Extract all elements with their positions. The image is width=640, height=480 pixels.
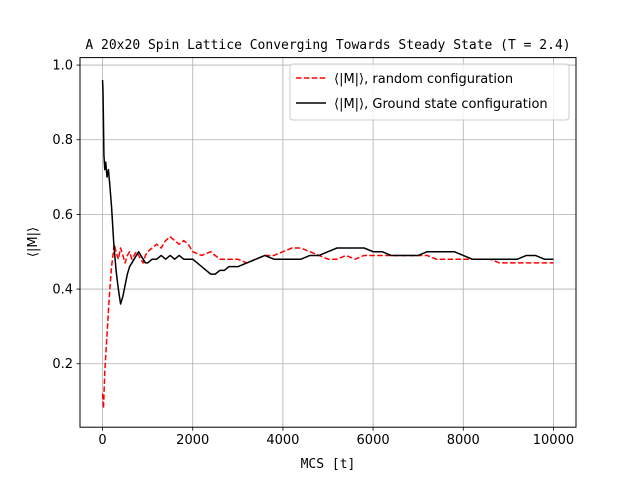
y-tick-label: 0.2 — [52, 357, 73, 372]
y-tick-label: 0.6 — [52, 208, 73, 223]
x-tick-label: 8000 — [447, 433, 480, 448]
axis-ticks: 0 2000 4000 6000 8000 10000 0.2 0.4 0.6 0.8 1.0 — [52, 59, 574, 449]
x-tick-label: 10000 — [533, 433, 574, 448]
plot-series — [101, 79, 554, 410]
x-tick-label: 6000 — [357, 433, 390, 448]
y-tick-label: 0.4 — [52, 283, 73, 298]
x-tick-label: 0 — [98, 433, 106, 448]
legend: ⟨|M|⟩, random configuration ⟨|M|⟩, Groun… — [289, 63, 570, 121]
y-tick-label: 1.0 — [52, 59, 73, 74]
chart-title: A 20x20 Spin Lattice Converging Towards … — [85, 38, 570, 53]
x-tick-label: 2000 — [176, 433, 209, 448]
legend-box — [289, 63, 570, 121]
series-line-1 — [101, 79, 554, 305]
x-tick-label: 4000 — [266, 433, 299, 448]
y-tick-label: 0.8 — [52, 133, 73, 148]
x-axis-label: MCS [t] — [301, 457, 356, 472]
legend-label-random: ⟨|M|⟩, random configuration — [334, 72, 513, 87]
legend-label-ground-state: ⟨|M|⟩, Ground state configuration — [334, 97, 548, 112]
y-axis-label: ⟨|M|⟩ — [26, 227, 41, 257]
plot-frame — [79, 57, 577, 428]
